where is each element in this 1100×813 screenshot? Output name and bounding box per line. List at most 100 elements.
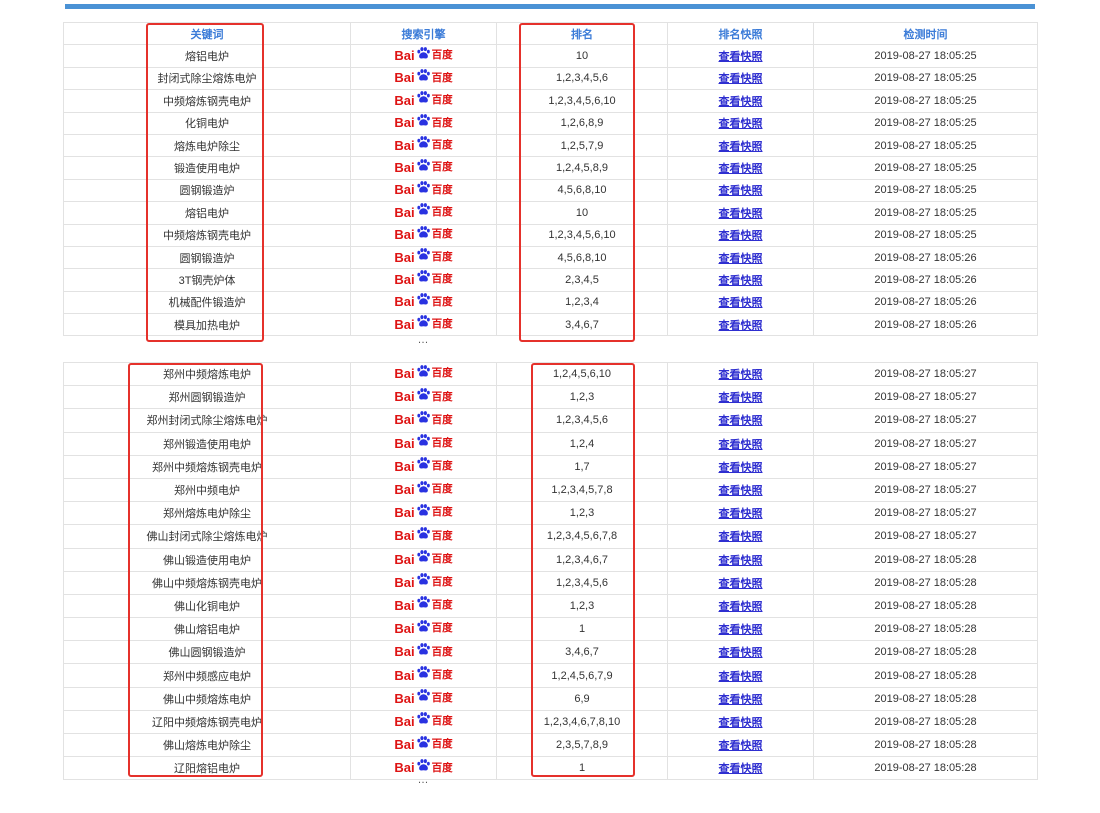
view-snapshot-link[interactable]: 查看快照 <box>718 319 763 332</box>
keyword-text: 熔炼电炉除尘 <box>174 140 240 153</box>
baidu-logo-du: 百度 <box>431 116 453 129</box>
view-snapshot-link[interactable]: 查看快照 <box>718 185 763 198</box>
view-snapshot-link[interactable]: 查看快照 <box>718 438 763 451</box>
view-snapshot-link[interactable]: 查看快照 <box>718 51 763 64</box>
baidu-paw-icon <box>416 689 430 701</box>
rank-values: 1,2,3,4,5,7,8 <box>551 484 613 497</box>
check-time-cell: 2019-08-27 18:05:26 <box>813 268 1038 292</box>
view-snapshot-link[interactable]: 查看快照 <box>718 207 763 220</box>
view-snapshot-link[interactable]: 查看快照 <box>718 716 763 729</box>
baidu-logo-bai: Bai <box>394 551 415 567</box>
view-snapshot-link[interactable]: 查看快照 <box>718 740 763 753</box>
keyword-text: 郑州中频熔炼电炉 <box>163 369 251 382</box>
baidu-logo: Bai 百度 <box>394 480 453 496</box>
keyword-cell: 熔铝电炉 <box>63 44 351 68</box>
baidu-paw-icon <box>416 434 430 446</box>
baidu-paw-icon <box>416 315 430 327</box>
search-engine-cell: Bai 百度 <box>350 640 497 665</box>
keyword-text: 熔铝电炉 <box>185 51 229 64</box>
snapshot-cell: 查看快照 <box>667 570 814 595</box>
view-snapshot-link[interactable]: 查看快照 <box>718 73 763 86</box>
view-snapshot-link[interactable]: 查看快照 <box>718 118 763 131</box>
view-snapshot-link[interactable]: 查看快照 <box>718 624 763 637</box>
view-snapshot-link[interactable]: 查看快照 <box>718 508 763 521</box>
snapshot-cell: 查看快照 <box>667 156 814 180</box>
view-snapshot-link[interactable]: 查看快照 <box>718 577 763 590</box>
view-snapshot-link[interactable]: 查看快照 <box>718 531 763 544</box>
view-snapshot-link[interactable]: 查看快照 <box>718 647 763 660</box>
search-engine-cell: Bai 百度 <box>350 223 497 247</box>
snapshot-cell: 查看快照 <box>667 44 814 68</box>
keyword-text: 郑州锻造使用电炉 <box>163 438 251 451</box>
view-snapshot-link[interactable]: 查看快照 <box>718 392 763 405</box>
baidu-logo: Bai 百度 <box>394 270 453 286</box>
rank-values: 1,2,3 <box>569 391 595 404</box>
baidu-paw-icon <box>416 666 430 678</box>
baidu-paw-icon <box>416 758 430 771</box>
table-row: 佛山中频熔炼电炉 Bai 百度 6,9 查看快照 2019-08-27 18: <box>63 686 1038 711</box>
view-snapshot-link[interactable]: 查看快照 <box>718 461 763 474</box>
snapshot-cell: 查看快照 <box>667 431 814 456</box>
baidu-paw-icon <box>416 91 430 103</box>
view-snapshot-link[interactable]: 查看快照 <box>718 252 763 265</box>
snapshot-cell: 查看快照 <box>667 709 814 735</box>
baidu-logo-bai: Bai <box>394 690 415 706</box>
rank-values: 2,3,5,7,8,9 <box>556 739 608 752</box>
check-time-cell: 2019-08-27 18:05:28 <box>813 547 1038 572</box>
baidu-logo-du: 百度 <box>431 390 453 403</box>
snapshot-cell: 查看快照 <box>667 756 814 781</box>
check-time-cell: 2019-08-27 18:05:27 <box>813 524 1038 549</box>
check-time-cell: 2019-08-27 18:05:28 <box>813 709 1038 735</box>
snapshot-cell: 查看快照 <box>667 686 814 711</box>
view-snapshot-link[interactable]: 查看快照 <box>718 230 763 243</box>
search-engine-cell: Bai 百度 <box>350 111 497 135</box>
baidu-paw-icon <box>416 136 430 148</box>
baidu-paw-icon <box>416 619 430 632</box>
view-snapshot-link[interactable]: 查看快照 <box>718 763 763 776</box>
view-snapshot-link[interactable]: 查看快照 <box>718 297 763 310</box>
baidu-logo-bai: Bai <box>394 389 415 405</box>
check-time: 2019-08-27 18:05:28 <box>874 599 977 612</box>
baidu-paw-icon <box>416 480 430 493</box>
keyword-cell: 郑州熔炼电炉除尘 <box>63 501 351 526</box>
baidu-paw-icon <box>416 503 430 516</box>
view-snapshot-link[interactable]: 查看快照 <box>718 485 763 498</box>
view-snapshot-link[interactable]: 查看快照 <box>718 369 763 382</box>
search-engine-cell: Bai 百度 <box>350 361 497 387</box>
view-snapshot-link[interactable]: 查看快照 <box>718 693 763 706</box>
rank-cell: 1,2,4,5,6,7,9 <box>496 663 668 688</box>
rank-values: 1,2,3,4,5,6 <box>556 576 608 589</box>
search-engine-cell: Bai 百度 <box>350 663 497 688</box>
view-snapshot-link[interactable]: 查看快照 <box>718 600 763 613</box>
view-snapshot-link[interactable]: 查看快照 <box>718 670 763 683</box>
table-row: 模具加热电炉 Bai 百度 3,4,6,7 查看快照 2019-08-27 1 <box>63 313 1038 337</box>
snapshot-cell: 查看快照 <box>667 111 814 135</box>
baidu-logo: Bai 百度 <box>394 293 453 308</box>
view-snapshot-link[interactable]: 查看快照 <box>718 140 763 153</box>
baidu-logo-du: 百度 <box>431 460 453 473</box>
rank-cell: 2,3,5,7,8,9 <box>496 732 668 758</box>
view-snapshot-link[interactable]: 查看快照 <box>718 415 763 428</box>
table-row: 中频熔炼钢壳电炉 Bai 百度 1,2,3,4,5,6,10 查看快照 201 <box>63 89 1038 113</box>
check-time-cell: 2019-08-27 18:05:27 <box>813 501 1038 526</box>
check-time: 2019-08-27 18:05:25 <box>874 94 977 107</box>
check-time: 2019-08-27 18:05:28 <box>874 576 977 589</box>
rank-values: 1,2,5,7,9 <box>560 139 604 152</box>
table-row: 辽阳中频熔炼钢壳电炉 Bai 百度 1,2,3,4,6,7,8,10 查看快照 <box>63 709 1038 735</box>
rank-cell: 1,2,3,4,5,6,10 <box>496 223 668 247</box>
baidu-logo-du: 百度 <box>431 138 453 151</box>
check-time-cell: 2019-08-27 18:05:28 <box>813 663 1038 688</box>
baidu-logo-bai: Bai <box>394 227 415 243</box>
baidu-logo-du: 百度 <box>431 273 453 286</box>
view-snapshot-link[interactable]: 查看快照 <box>718 554 763 567</box>
view-snapshot-link[interactable]: 查看快照 <box>718 95 763 108</box>
keyword-text: 机械配件锻造炉 <box>168 297 246 310</box>
check-time: 2019-08-27 18:05:28 <box>874 739 977 752</box>
table-row: 郑州中频熔炼钢壳电炉 Bai 百度 1,7 查看快照 2019-08-27 1 <box>63 454 1038 479</box>
check-time: 2019-08-27 18:05:27 <box>874 368 977 381</box>
rank-cell: 1,2,3 <box>496 501 668 526</box>
view-snapshot-link[interactable]: 查看快照 <box>718 163 763 176</box>
rank-cell: 1,2,3,4,5,6 <box>496 570 668 595</box>
view-snapshot-link[interactable]: 查看快照 <box>718 274 763 287</box>
keyword-cell: 郑州锻造使用电炉 <box>63 431 351 456</box>
